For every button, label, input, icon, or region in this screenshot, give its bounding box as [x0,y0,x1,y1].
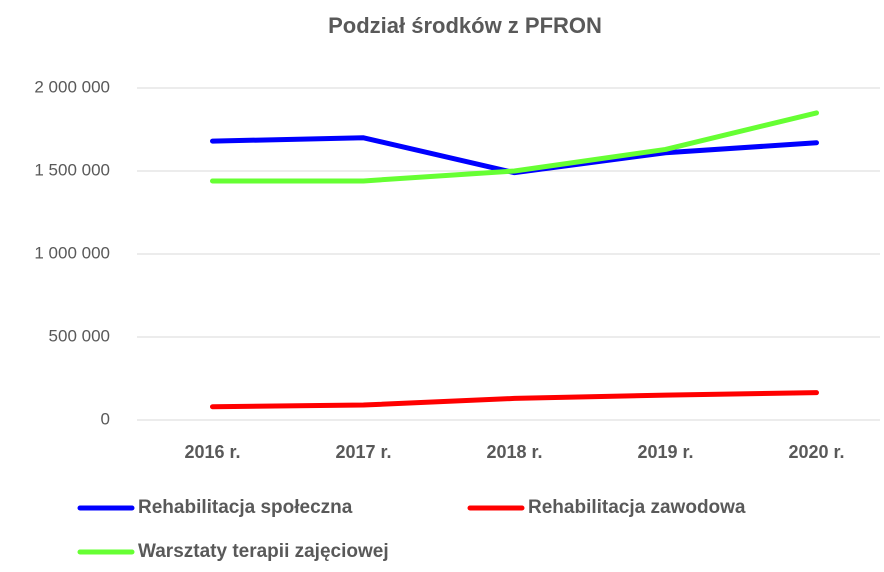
x-tick-label: 2019 r. [637,442,693,462]
x-tick-label: 2016 r. [184,442,240,462]
series-line [210,110,819,184]
legend-label: Rehabilitacja zawodowa [528,497,746,518]
series-line [210,135,819,176]
y-tick-label: 2 000 000 [34,77,110,96]
y-tick-label: 500 000 [49,326,110,345]
legend-label: Rehabilitacja społeczna [138,497,353,518]
y-tick-label: 0 [101,409,110,428]
y-tick-label: 1 500 000 [34,160,110,179]
series-line [210,390,819,410]
x-tick-label: 2018 r. [486,442,542,462]
chart-title: Podział środków z PFRON [328,13,602,38]
x-tick-label: 2017 r. [335,442,391,462]
x-tick-label: 2020 r. [788,442,844,462]
y-tick-label: 1 000 000 [34,243,110,262]
legend-label: Warsztaty terapii zajęciowej [138,541,389,562]
